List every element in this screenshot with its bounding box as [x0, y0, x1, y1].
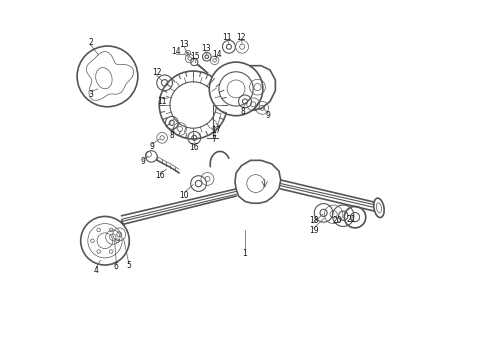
Circle shape — [81, 216, 129, 265]
Text: 7: 7 — [212, 135, 217, 144]
Text: 9: 9 — [149, 141, 154, 150]
Text: 18: 18 — [309, 216, 318, 225]
Text: 13: 13 — [201, 44, 211, 53]
Text: 8: 8 — [170, 131, 174, 140]
Text: 2: 2 — [88, 38, 93, 47]
Text: 8: 8 — [240, 107, 245, 116]
Text: 11: 11 — [157, 97, 167, 106]
Text: 4: 4 — [94, 266, 98, 275]
Circle shape — [191, 59, 198, 66]
Circle shape — [209, 62, 263, 116]
Text: 10: 10 — [179, 190, 189, 199]
Polygon shape — [243, 66, 275, 112]
Polygon shape — [235, 160, 281, 203]
Circle shape — [159, 71, 227, 139]
Text: 16: 16 — [189, 143, 199, 152]
Text: 5: 5 — [126, 261, 131, 270]
Text: 9: 9 — [141, 157, 145, 166]
Text: 11: 11 — [222, 33, 232, 42]
Text: 21: 21 — [347, 215, 356, 224]
Text: 1: 1 — [243, 249, 247, 258]
Text: 13: 13 — [179, 40, 189, 49]
Text: 17: 17 — [211, 126, 220, 135]
Circle shape — [77, 46, 138, 107]
Circle shape — [170, 82, 217, 128]
Text: 19: 19 — [309, 226, 318, 235]
Text: 12: 12 — [152, 68, 162, 77]
Text: 16: 16 — [155, 171, 165, 180]
Text: 12: 12 — [237, 33, 246, 42]
Text: 3: 3 — [88, 90, 93, 99]
Text: 15: 15 — [190, 52, 200, 61]
Text: 14: 14 — [172, 47, 181, 56]
Circle shape — [146, 151, 157, 162]
Text: 6: 6 — [114, 262, 119, 271]
Text: 14: 14 — [212, 50, 222, 59]
Polygon shape — [122, 189, 236, 225]
Ellipse shape — [374, 198, 384, 217]
Circle shape — [219, 72, 253, 106]
Text: 9: 9 — [266, 111, 270, 120]
Text: 20: 20 — [332, 216, 342, 225]
Polygon shape — [281, 180, 379, 212]
